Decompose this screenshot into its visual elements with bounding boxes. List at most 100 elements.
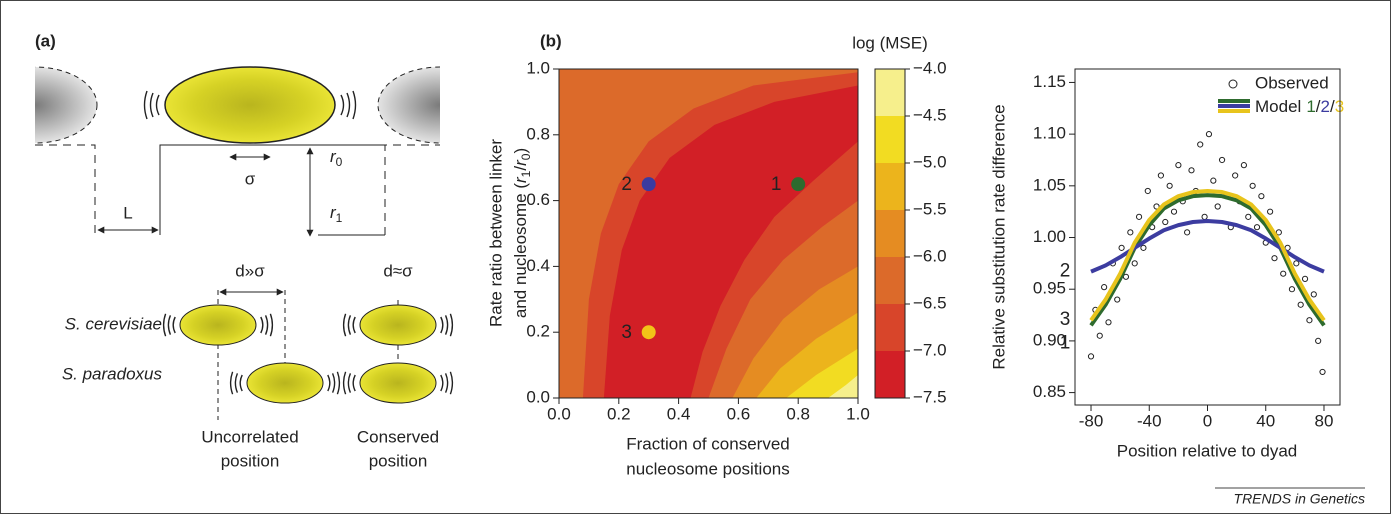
motion-mark [444,373,449,393]
motion-mark [239,374,243,392]
observed-point [1214,203,1221,210]
colorbar-band [875,210,905,257]
observed-point [1166,182,1173,189]
motion-mark [331,373,336,393]
y-tick-label: 0.0 [526,387,550,406]
observed-point [1319,368,1326,376]
observed-point [1118,244,1125,251]
observed-point [1127,229,1134,236]
contour-fill [559,69,858,398]
caption: Conserved [357,427,439,446]
observed-point [1267,208,1274,215]
label-part: and nucleosome ( [511,183,530,318]
observed-point [1245,213,1252,220]
y-tick-label: 0.2 [526,322,550,341]
model-curve [1089,193,1326,327]
observed-point [1288,286,1296,293]
y-tick-label: 0.8 [526,124,550,143]
observed-point [1122,273,1130,280]
footer: TRENDS in Genetics [1234,491,1365,507]
x-tick-label: 80 [1315,411,1334,430]
profile-dashed [35,144,96,235]
panel-a: (a) σ L r0 r1 d»σ d≈σ S. cerevisiae S. p… [35,31,454,470]
plot-frame [558,68,859,399]
observed-point [1280,270,1287,277]
y-tick-label: 0.85 [1033,382,1066,401]
motion-mark [327,374,331,392]
legend-label: Observed [1255,73,1329,92]
colorbar-tick-label: −5.5 [913,199,947,218]
observed-point [1087,353,1095,360]
panel-label: (a) [35,31,56,50]
legend-label: Model 1/2/3 [1255,97,1344,116]
curve-label: 2 [1060,261,1071,282]
legend-text: / [1316,97,1321,116]
observed-point [1131,260,1138,267]
motion-mark [340,94,345,116]
observed-point [1175,162,1182,169]
observed-point [1205,131,1213,138]
y-tick-label: 1.15 [1033,72,1066,91]
point-label: 1 [771,174,782,195]
legend-text: 2 [1321,97,1330,116]
observed-point [1144,187,1151,195]
contour-region [603,85,858,398]
colorbar-band [875,163,905,210]
r1-label: r1 [330,203,343,225]
caption: position [369,451,428,470]
colorbar-band [875,304,905,351]
species-label: S. paradoxus [62,364,163,383]
nucleosome [246,362,324,404]
curve-label: 3 [1060,309,1071,330]
contour-region [786,348,858,398]
observed-point [1096,332,1103,339]
observed-point [1253,224,1261,231]
nucleosome [164,66,336,144]
x-tick-label: 1.0 [846,404,870,423]
sigma-label: σ [245,169,256,188]
l-label: L [123,203,132,222]
colorbar-tick-label: −5.0 [913,152,947,171]
x-axis-label: Position relative to dyad [1117,441,1298,460]
observed-point [1293,260,1300,267]
x-tick-label: 40 [1256,411,1275,430]
observed-point [1188,167,1195,174]
observed-point [1301,275,1309,282]
y-axis-label: Relative substitution rate difference [989,104,1008,369]
motion-mark [342,313,347,337]
model-point [641,177,656,192]
observed-point [1140,244,1147,251]
r0-sub: 0 [336,155,343,169]
colorbar-frame [874,68,906,399]
x-tick-label: 0.2 [607,404,631,423]
observed-point [1184,229,1191,236]
motion-mark [234,373,239,393]
motion-mark [440,374,444,392]
x-tick-label: 0 [1203,411,1212,430]
legend-text: Model [1255,97,1301,116]
motion-mark [149,92,154,118]
r0-var: r [330,147,337,166]
caption: position [221,451,280,470]
r1-var: r [330,203,337,222]
motion-mark [336,371,341,395]
motion-mark [155,94,160,116]
observed-point [1306,317,1313,324]
curve-label: 1 [1060,332,1071,353]
observed-point [1218,156,1226,164]
colorbar-tick-label: −7.0 [913,340,947,359]
label-part: 0 [519,153,533,160]
y-axis-label: and nucleosome (r1/r0) [511,148,533,318]
motion-mark [229,371,234,395]
label-part: / [511,166,530,171]
label-part: r [511,176,530,183]
observed-point [1240,162,1248,169]
y-tick-label: 1.05 [1033,175,1066,194]
model-point [791,177,806,192]
colorbar-title: log (MSE) [852,33,928,52]
y-tick-label: 1.00 [1033,227,1066,246]
colorbar-band [875,69,905,116]
x-axis-label: nucleosome positions [626,459,789,478]
model-curve [1089,188,1326,322]
point-label: 2 [621,174,632,195]
